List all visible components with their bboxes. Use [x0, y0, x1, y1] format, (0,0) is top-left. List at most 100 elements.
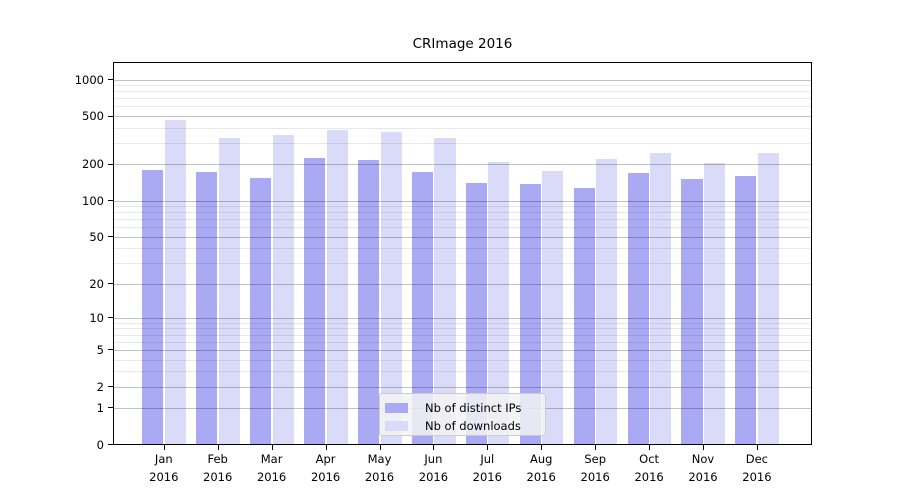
- x-tick-mark: [756, 445, 758, 450]
- gridline-minor: [113, 212, 812, 214]
- x-tick-label-month: Dec: [745, 452, 769, 466]
- gridline-minor: [113, 334, 812, 336]
- gridline-major: [113, 79, 812, 81]
- y-tick-mark: [108, 200, 113, 202]
- y-tick-label: 50: [89, 229, 104, 244]
- bar-distinct-ips: [196, 172, 218, 445]
- gridline-major: [113, 349, 812, 351]
- gridline-minor: [113, 322, 812, 324]
- x-tick-label-year: 2016: [472, 469, 502, 484]
- gridline-minor: [113, 98, 812, 100]
- y-tick-label: 20: [89, 276, 104, 291]
- gridline-minor: [113, 341, 812, 343]
- x-tick-label-year: 2016: [364, 469, 395, 484]
- bar-distinct-ips: [681, 179, 703, 445]
- legend-swatch-downloads: [385, 420, 408, 431]
- x-tick-label: Apr 2016: [296, 451, 356, 486]
- y-tick-mark: [108, 407, 113, 409]
- bar-distinct-ips: [142, 170, 164, 445]
- gridline-minor: [113, 85, 812, 87]
- bar-distinct-ips: [573, 187, 595, 445]
- x-tick-label: Aug 2016: [511, 451, 571, 486]
- y-tick-label: 10: [89, 310, 104, 325]
- gridline-major: [113, 317, 812, 319]
- x-tick-label-year: 2016: [526, 469, 556, 484]
- bar-downloads: [434, 137, 456, 445]
- bar-distinct-ips: [304, 157, 326, 445]
- x-tick-label-month: Jan: [154, 452, 173, 466]
- bar-distinct-ips: [357, 159, 380, 445]
- x-tick-label-month: Aug: [529, 452, 553, 466]
- x-tick-mark: [163, 445, 165, 450]
- gridline-major: [113, 200, 812, 202]
- x-tick-label: May 2016: [350, 451, 410, 486]
- gridline-minor: [113, 227, 812, 229]
- bar-distinct-ips: [519, 184, 541, 445]
- bar-distinct-ips: [735, 175, 757, 445]
- y-tick-mark: [108, 163, 113, 165]
- bar-downloads: [164, 119, 186, 445]
- y-tick-label: 200: [82, 157, 104, 172]
- x-tick-label-year: 2016: [149, 469, 179, 484]
- gridline-minor: [113, 328, 812, 330]
- x-tick-label: Feb 2016: [188, 451, 248, 486]
- x-tick-label-month: Sep: [584, 452, 607, 466]
- bar-distinct-ips: [250, 177, 272, 445]
- x-tick-label: Oct 2016: [619, 451, 679, 486]
- bar-downloads: [326, 129, 348, 445]
- x-tick-label-month: Apr: [315, 452, 336, 466]
- gridline-minor: [113, 371, 812, 373]
- x-tick-mark: [433, 445, 435, 450]
- bar-distinct-ips: [411, 171, 433, 445]
- bar-distinct-ips: [465, 183, 487, 445]
- x-tick-label-month: Nov: [691, 452, 715, 466]
- x-tick-label-month: Oct: [639, 452, 660, 466]
- y-tick-mark: [108, 386, 113, 387]
- x-tick-mark: [541, 445, 543, 450]
- x-tick-label-year: 2016: [580, 469, 610, 484]
- gridline-minor: [113, 219, 812, 221]
- x-tick-label-year: 2016: [742, 469, 772, 484]
- x-tick-mark: [379, 445, 381, 450]
- x-tick-label-year: 2016: [634, 469, 664, 484]
- x-tick-label: Nov 2016: [673, 451, 733, 486]
- x-tick-label: Dec 2016: [727, 451, 787, 486]
- y-tick-label: 500: [82, 109, 104, 124]
- x-tick-label: Jun 2016: [403, 451, 463, 486]
- bar-distinct-ips: [627, 173, 649, 445]
- x-tick-label-month: Mar: [260, 452, 283, 466]
- x-tick-label-month: May: [367, 452, 392, 466]
- legend: Nb of distinct IPs Nb of downloads: [379, 393, 546, 436]
- x-tick-label-year: 2016: [203, 469, 233, 484]
- x-tick-label-year: 2016: [688, 469, 718, 484]
- x-tick-label: Jul 2016: [457, 451, 517, 486]
- x-tick-label-year: 2016: [256, 469, 287, 484]
- x-tick-mark: [649, 445, 651, 450]
- bar-downloads: [596, 158, 618, 445]
- x-tick-mark: [595, 445, 597, 450]
- bar-downloads: [218, 137, 240, 445]
- bar-downloads: [704, 162, 726, 445]
- y-tick-mark: [108, 283, 113, 285]
- x-tick-mark: [325, 445, 327, 450]
- bar-downloads: [650, 152, 672, 445]
- y-tick-label: 5: [96, 342, 104, 357]
- x-tick-label: Jan 2016: [134, 451, 194, 486]
- x-tick-label-year: 2016: [418, 469, 449, 484]
- x-tick-mark: [703, 445, 704, 450]
- gridline-major: [113, 283, 812, 285]
- y-tick-mark: [108, 236, 113, 238]
- gridline-minor: [113, 206, 812, 208]
- gridline-minor: [113, 359, 812, 361]
- legend-label-distinct-ips: Nb of distinct IPs: [425, 400, 522, 415]
- legend-swatch-distinct-ips: [385, 402, 408, 413]
- y-tick-label: 0: [96, 437, 104, 452]
- gridline-major: [113, 386, 812, 388]
- gridline-major: [113, 164, 812, 166]
- x-tick-mark: [271, 445, 273, 450]
- bar-downloads: [757, 152, 780, 445]
- gridline-minor: [113, 127, 812, 129]
- x-tick-label-month: Jun: [424, 452, 443, 466]
- plot-area: [113, 62, 812, 445]
- y-tick-label: 1: [96, 400, 104, 415]
